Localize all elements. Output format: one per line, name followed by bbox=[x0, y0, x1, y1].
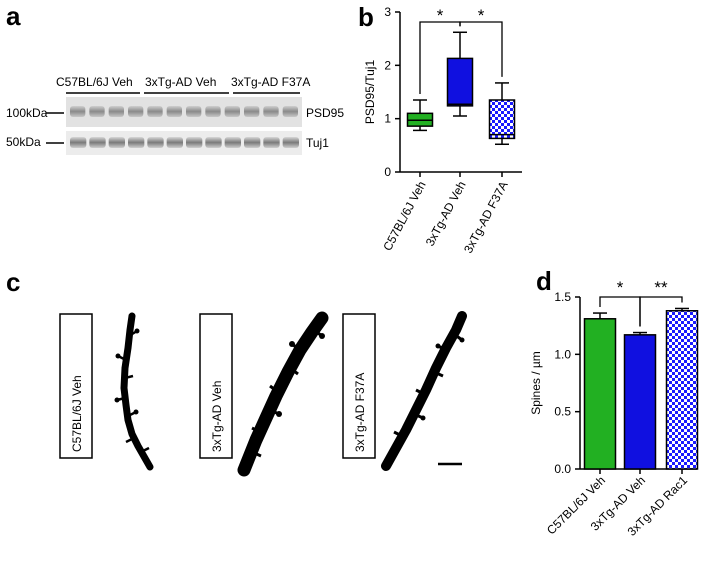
tuj1-band-11 bbox=[263, 137, 280, 148]
d-y-tick-label-0: 0.0 bbox=[554, 462, 571, 476]
tuj1-band-9 bbox=[224, 137, 241, 148]
tuj1-bands bbox=[70, 137, 299, 148]
tuj1-band-7 bbox=[186, 137, 203, 148]
psd95-band-5 bbox=[147, 106, 163, 117]
b-x-tick-label-1: 3xTg-AD Veh bbox=[423, 179, 469, 249]
psd95-band-3 bbox=[108, 106, 124, 117]
psd95-band-2 bbox=[89, 106, 105, 117]
tuj1-band-5 bbox=[147, 137, 164, 148]
b-significance-bracket-2 bbox=[459, 21, 503, 77]
tuj1-band-10 bbox=[244, 137, 261, 148]
micrograph-label-2: 3xTg-AD Veh bbox=[210, 381, 224, 452]
psd95-band-4 bbox=[128, 106, 144, 117]
blot-group-label-3: 3xTg-AD F37A bbox=[231, 75, 310, 89]
b-y-axis-label: PSD95/Tuj1 bbox=[363, 60, 377, 125]
psd95-band-8 bbox=[205, 106, 221, 117]
tuj1-band-2 bbox=[89, 137, 106, 148]
d-y-tick-label-2: 1.0 bbox=[554, 347, 571, 361]
d-y-tick-label-3: 1.5 bbox=[554, 290, 571, 304]
d-significance-label-1: * bbox=[617, 278, 624, 297]
panel-letter-c: c bbox=[6, 267, 20, 297]
panel-letter-b: b bbox=[358, 2, 374, 32]
b-significance-label-2: * bbox=[478, 6, 485, 25]
blot-group-label-1: C57BL/6J Veh bbox=[56, 75, 133, 89]
b-y-tick-label-1: 1 bbox=[384, 112, 391, 126]
psd95-band-10 bbox=[244, 106, 260, 117]
d-y-axis-label: Spines / µm bbox=[529, 351, 543, 415]
d-bar-2 bbox=[623, 334, 657, 470]
psd95-band-9 bbox=[224, 106, 240, 117]
d-bar-1 bbox=[583, 318, 617, 470]
b-x-tick-label-0: C57BL/6J Veh bbox=[380, 179, 428, 253]
b-y-tick-label-2: 2 bbox=[384, 58, 391, 72]
b-box-3 bbox=[488, 99, 516, 140]
d-significance-bracket-2 bbox=[639, 296, 683, 327]
blot-group-label-2: 3xTg-AD Veh bbox=[145, 75, 216, 89]
micrograph-label-box-3 bbox=[342, 313, 376, 459]
psd95-band-1 bbox=[70, 106, 86, 117]
tuj1-band-1 bbox=[70, 137, 87, 148]
d-y-tick-label-1: 0.5 bbox=[554, 405, 571, 419]
tuj1-band-8 bbox=[205, 137, 222, 148]
panel-letter-d: d bbox=[536, 266, 552, 296]
psd95-blot-strip bbox=[66, 97, 302, 127]
micrograph-label-3: 3xTg-AD F37A bbox=[353, 373, 367, 452]
micrograph-label-1: C57BL/6J Veh bbox=[70, 375, 84, 452]
b-y-tick-label-0: 0 bbox=[384, 165, 391, 179]
d-significance-label-2: ** bbox=[654, 278, 668, 297]
b-x-tick-label-2: 3xTg-AD F37A bbox=[461, 179, 511, 256]
panel-letter-a: a bbox=[6, 1, 21, 31]
tuj1-band-3 bbox=[108, 137, 125, 148]
psd95-band-7 bbox=[186, 106, 202, 117]
tuj1-band-4 bbox=[128, 137, 145, 148]
dendrite-image-2 bbox=[237, 311, 329, 477]
protein-label-tuj1: Tuj1 bbox=[306, 136, 329, 150]
dendrite-image-1 bbox=[114, 312, 154, 471]
psd95-bands bbox=[70, 106, 298, 117]
b-y-tick-label-3: 3 bbox=[384, 5, 391, 19]
dendrite-image-3 bbox=[381, 311, 467, 471]
psd95-band-11 bbox=[263, 106, 279, 117]
b-significance-label-1: * bbox=[437, 6, 444, 25]
psd95-band-6 bbox=[166, 106, 182, 117]
protein-label-psd95: PSD95 bbox=[306, 106, 344, 120]
marker-label-100kda: 100kDa bbox=[6, 106, 48, 120]
b-box-2 bbox=[446, 57, 474, 107]
d-bar-3 bbox=[665, 310, 699, 470]
psd95-band-12 bbox=[282, 106, 298, 117]
micrograph-label-box-2 bbox=[199, 313, 233, 459]
micrograph-label-box-1 bbox=[59, 313, 93, 459]
tuj1-band-6 bbox=[166, 137, 183, 148]
marker-label-50kda: 50kDa bbox=[6, 135, 41, 149]
tuj1-band-12 bbox=[282, 137, 299, 148]
